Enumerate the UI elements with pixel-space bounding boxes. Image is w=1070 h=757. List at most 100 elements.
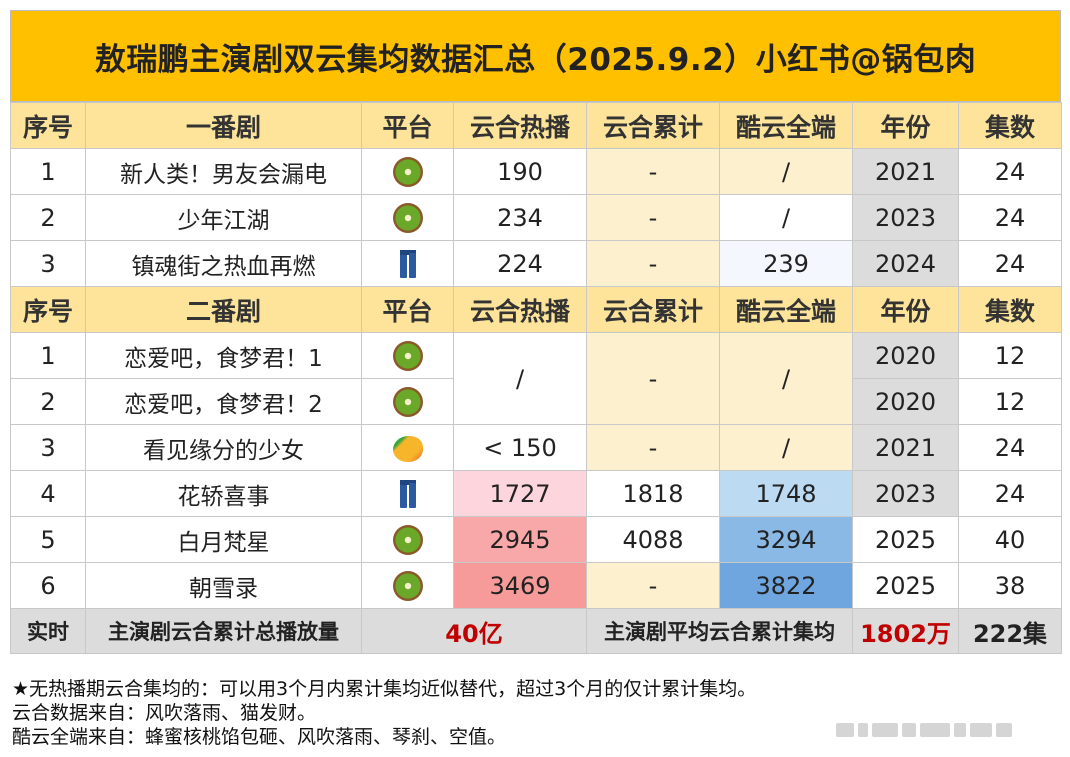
table-row: 1 新人类！男友会漏电 190 - / 2021 24 bbox=[10, 148, 1062, 195]
table-row: 1 恋爱吧，食梦君！1 / - / 2020 12 bbox=[10, 332, 1062, 425]
jeans-icon bbox=[399, 480, 416, 508]
footnote-line: 酷云全端来自：蜂蜜核桃馅包砸、风吹落雨、琴刹、空值。 bbox=[12, 726, 507, 748]
row-eps: 40 bbox=[958, 516, 1062, 563]
row-year: 2025 bbox=[852, 516, 959, 563]
row-no: 4 bbox=[10, 470, 86, 517]
table-row: 4 花轿喜事 1727 1818 1748 2023 24 bbox=[10, 470, 1062, 517]
row-no: 2 bbox=[10, 194, 86, 241]
kiwi-icon bbox=[392, 156, 423, 187]
row-year: 2020 bbox=[852, 332, 959, 379]
mango-icon bbox=[392, 435, 423, 462]
row-platform bbox=[361, 516, 454, 563]
lead-header-row: 序号 一番剧 平台 云合热播 云合累计 酷云全端 年份 集数 bbox=[10, 102, 1062, 149]
kiwi-icon bbox=[392, 524, 423, 555]
row-title: 朝雪录 bbox=[85, 562, 362, 609]
total-value: 40亿 bbox=[361, 608, 587, 654]
header-no: 序号 bbox=[10, 286, 86, 333]
header-eps: 集数 bbox=[958, 102, 1062, 149]
data-table: 序号 一番剧 平台 云合热播 云合累计 酷云全端 年份 集数 1 新人类！男友会… bbox=[10, 102, 1062, 654]
header-hot: 云合热播 bbox=[453, 102, 587, 149]
header-year: 年份 bbox=[852, 102, 959, 149]
summary-table-container: 敖瑞鹏主演剧双云集均数据汇总（2025.9.2）小红书@锅包肉 序号 一番剧 平… bbox=[10, 10, 1062, 654]
watermark bbox=[836, 719, 1036, 741]
header-year: 年份 bbox=[852, 286, 959, 333]
row-year: 2021 bbox=[852, 148, 959, 195]
total-episodes: 222集 bbox=[958, 608, 1062, 654]
row-no: 3 bbox=[10, 424, 86, 471]
row-hot: 224 bbox=[453, 240, 587, 287]
average-desc: 主演剧平均云合累计集均 bbox=[586, 608, 853, 654]
row-platform bbox=[361, 424, 454, 471]
footnote-line: 云合数据来自：风吹落雨、猫发财。 bbox=[12, 702, 317, 724]
row-eps: 24 bbox=[958, 148, 1062, 195]
header-eps: 集数 bbox=[958, 286, 1062, 333]
row-eps: 24 bbox=[958, 194, 1062, 241]
header-ku: 酷云全端 bbox=[719, 102, 853, 149]
row-title: 恋爱吧，食梦君！1 bbox=[85, 332, 362, 379]
row-ku: 239 bbox=[719, 240, 853, 287]
row-platform bbox=[361, 332, 454, 379]
header-name: 二番剧 bbox=[85, 286, 362, 333]
jeans-icon bbox=[399, 250, 416, 278]
row-ku: / bbox=[719, 332, 853, 425]
row-year: 2023 bbox=[852, 470, 959, 517]
row-eps: 12 bbox=[958, 378, 1062, 425]
header-platform: 平台 bbox=[361, 102, 454, 149]
row-hot: 3469 bbox=[453, 562, 587, 609]
row-ku: / bbox=[719, 148, 853, 195]
footnotes: ★无热播期云合集均的：可以用3个月内累计集均近似替代，超过3个月的仅计累计集均。… bbox=[10, 677, 1061, 757]
row-cum: - bbox=[586, 562, 720, 609]
header-name: 一番剧 bbox=[85, 102, 362, 149]
kiwi-icon bbox=[392, 340, 423, 371]
footnote-line: ★无热播期云合集均的：可以用3个月内累计集均近似替代，超过3个月的仅计累计集均。 bbox=[12, 678, 757, 700]
row-hot: < 150 bbox=[453, 424, 587, 471]
row-title: 新人类！男友会漏电 bbox=[85, 148, 362, 195]
row-no: 3 bbox=[10, 240, 86, 287]
row-year: 2025 bbox=[852, 562, 959, 609]
row-title: 花轿喜事 bbox=[85, 470, 362, 517]
header-ku: 酷云全端 bbox=[719, 286, 853, 333]
row-no: 6 bbox=[10, 562, 86, 609]
kiwi-icon bbox=[392, 202, 423, 233]
row-cum: - bbox=[586, 424, 720, 471]
page-title: 敖瑞鹏主演剧双云集均数据汇总（2025.9.2）小红书@锅包肉 bbox=[10, 10, 1061, 102]
average-value: 1802万 bbox=[852, 608, 959, 654]
table-row: 3 镇魂街之热血再燃 224 - 239 2024 24 bbox=[10, 240, 1062, 287]
table-row: 2 少年江湖 234 - / 2023 24 bbox=[10, 194, 1062, 241]
header-hot: 云合热播 bbox=[453, 286, 587, 333]
row-eps: 24 bbox=[958, 470, 1062, 517]
row-ku: / bbox=[719, 194, 853, 241]
row-hot: 234 bbox=[453, 194, 587, 241]
row-year: 2021 bbox=[852, 424, 959, 471]
row-platform bbox=[361, 194, 454, 241]
row-ku: 1748 bbox=[719, 470, 853, 517]
row-no: 2 bbox=[10, 378, 86, 425]
row-title: 少年江湖 bbox=[85, 194, 362, 241]
table-row: 3 看见缘分的少女 < 150 - / 2021 24 bbox=[10, 424, 1062, 471]
row-ku: 3294 bbox=[719, 516, 853, 563]
row-year: 2020 bbox=[852, 378, 959, 425]
header-platform: 平台 bbox=[361, 286, 454, 333]
row-title: 恋爱吧，食梦君！2 bbox=[85, 378, 362, 425]
header-cum: 云合累计 bbox=[586, 102, 720, 149]
total-desc: 主演剧云合累计总播放量 bbox=[85, 608, 362, 654]
table-row: 6 朝雪录 3469 - 3822 2025 38 bbox=[10, 562, 1062, 609]
row-title: 镇魂街之热血再燃 bbox=[85, 240, 362, 287]
row-no: 1 bbox=[10, 148, 86, 195]
total-row: 实时 主演剧云合累计总播放量 40亿 主演剧平均云合累计集均 1802万 222… bbox=[10, 608, 1062, 654]
row-cum: - bbox=[586, 148, 720, 195]
row-hot: 190 bbox=[453, 148, 587, 195]
row-hot: 2945 bbox=[453, 516, 587, 563]
row-platform bbox=[361, 562, 454, 609]
kiwi-icon bbox=[392, 570, 423, 601]
row-cum: 4088 bbox=[586, 516, 720, 563]
row-cum: - bbox=[586, 240, 720, 287]
row-ku: / bbox=[719, 424, 853, 471]
support-header-row: 序号 二番剧 平台 云合热播 云合累计 酷云全端 年份 集数 bbox=[10, 286, 1062, 333]
row-year: 2023 bbox=[852, 194, 959, 241]
row-ku: 3822 bbox=[719, 562, 853, 609]
header-no: 序号 bbox=[10, 102, 86, 149]
row-no: 5 bbox=[10, 516, 86, 563]
row-eps: 24 bbox=[958, 240, 1062, 287]
table-row: 2 恋爱吧，食梦君！2 2020 12 bbox=[10, 378, 1062, 425]
